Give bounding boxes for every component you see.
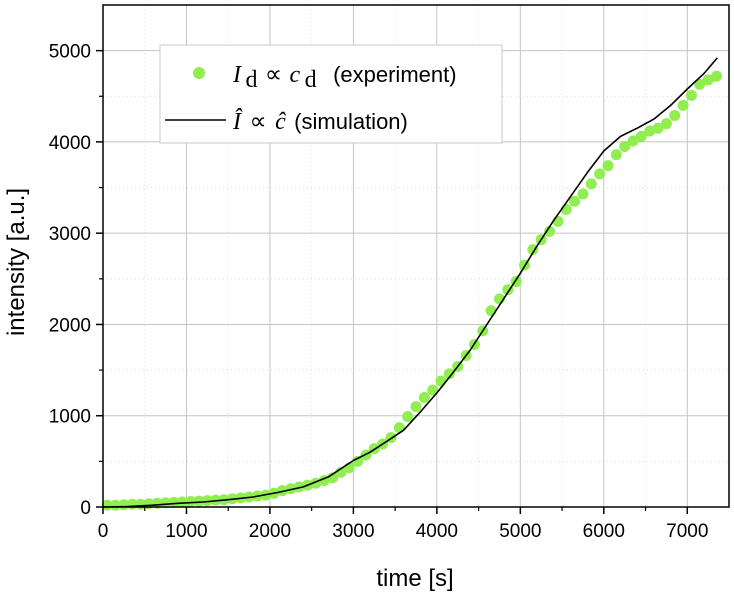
x-tick-label: 3000 — [332, 521, 374, 542]
plot-frame — [102, 4, 730, 508]
experiment-point — [677, 99, 689, 111]
legend-experiment-subscript2: d — [305, 67, 317, 93]
experiment-point — [176, 496, 188, 508]
legend-experiment-relation: ∝ — [265, 62, 282, 88]
experiment-point — [685, 89, 697, 101]
y-tick-label: 2000 — [49, 315, 91, 336]
experiment-point — [660, 118, 672, 130]
experiment-point — [151, 497, 163, 509]
experiment-point — [577, 188, 589, 200]
experiment-point — [710, 70, 722, 82]
x-tick-label: 2000 — [249, 521, 291, 542]
x-axis-label: time [s] — [376, 565, 453, 592]
y-tick-label: 1000 — [49, 407, 91, 428]
x-tick-label: 6000 — [583, 521, 625, 542]
experiment-point — [694, 78, 706, 90]
legend-experiment-text: (experiment) — [333, 62, 456, 87]
experiment-point — [610, 149, 622, 161]
legend-box — [159, 44, 503, 144]
experiment-point — [352, 455, 364, 467]
x-tick-label: 5000 — [499, 521, 541, 542]
legend-experiment-label: I d ∝ c d (experiment) — [232, 62, 457, 93]
legend-experiment-subscript: d — [245, 67, 257, 93]
x-tick-label: 0 — [98, 521, 109, 542]
experiment-point — [185, 496, 197, 508]
legend-simulation-relation: ∝ — [249, 109, 266, 135]
legend-simulation-text: (simulation) — [294, 109, 408, 134]
legend-simulation-symbol: Î — [232, 109, 243, 135]
experiment-point — [110, 499, 122, 511]
legend-experiment-marker — [193, 67, 205, 79]
x-tick-label: 4000 — [416, 521, 458, 542]
legend-experiment-symbol2: c — [290, 62, 301, 88]
experiment-point — [619, 140, 631, 152]
experiment-point — [627, 135, 639, 147]
x-tick-label: 7000 — [666, 521, 708, 542]
y-tick-label: 5000 — [49, 42, 91, 63]
experiment-point — [644, 125, 656, 137]
y-tick-label: 0 — [80, 498, 91, 519]
experiment-point — [544, 225, 556, 237]
y-axis-label: intensity [a.u.] — [3, 188, 30, 336]
experiment-point — [702, 74, 714, 86]
experiment-point — [569, 195, 581, 207]
series-layer — [101, 57, 722, 511]
y-tick-label: 4000 — [49, 133, 91, 154]
experiment-point — [669, 109, 681, 121]
experiment-point — [594, 168, 606, 180]
experiment-point — [443, 368, 455, 380]
experiment-point — [193, 495, 205, 507]
experiment-point — [435, 375, 447, 387]
simulation-line — [102, 57, 718, 508]
experiment-point — [652, 122, 664, 134]
axes: 0 1000 2000 3000 4000 5000 6000 7000 0 1000 2000 30… — [49, 42, 709, 542]
experiment-point — [585, 178, 597, 190]
experiment-point — [402, 411, 414, 423]
experiment-point — [101, 499, 113, 511]
experiment-point — [276, 485, 288, 497]
experiment-point — [602, 160, 614, 172]
experiment-point — [168, 496, 180, 508]
experiment-point — [293, 481, 305, 493]
legend-simulation-symbol2: ĉ — [275, 109, 286, 135]
x-tick-label: 1000 — [165, 521, 207, 542]
experiment-point — [635, 130, 647, 142]
legend-experiment-symbol: I — [232, 62, 242, 88]
legend: I d ∝ c d (experiment) Î ∝ ĉ (simulation… — [159, 44, 503, 144]
legend-simulation-label: Î ∝ ĉ (simulation) — [232, 109, 408, 135]
experiment-point — [285, 483, 297, 495]
experiment-point — [418, 391, 430, 403]
experiment-point — [201, 495, 213, 507]
experiment-point — [160, 497, 172, 509]
y-tick-label: 3000 — [49, 224, 91, 245]
experiment-point — [410, 401, 422, 413]
experiment-point — [427, 384, 439, 396]
